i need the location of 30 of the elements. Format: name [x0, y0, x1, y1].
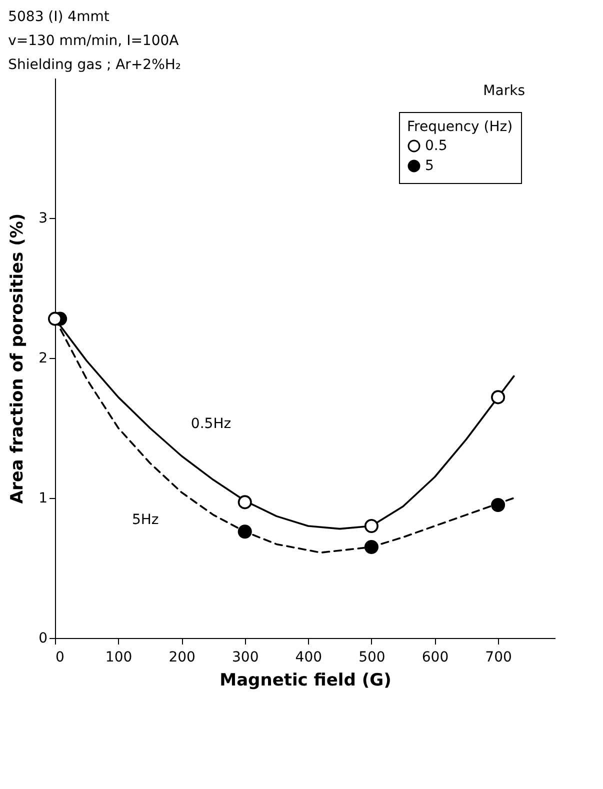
legend-title: Frequency (Hz)	[407, 119, 513, 135]
x-tick-label: 600	[422, 650, 449, 666]
y-tick-label: 1	[38, 490, 48, 506]
x-tick-label: 500	[358, 650, 386, 666]
x-tick-label: 200	[168, 650, 196, 666]
x-tick-label: 700	[485, 650, 512, 666]
text: 5083 (I) 4mmt	[8, 9, 110, 25]
y-axis-title: Area fraction of porosities (%)	[8, 213, 28, 504]
y-tick-label: 3	[38, 210, 48, 226]
annotation: 5Hz	[132, 512, 159, 528]
x-axis-title: Magnetic field (G)	[220, 670, 392, 690]
point	[364, 540, 378, 554]
point	[364, 518, 378, 534]
y-tick-label: 2	[38, 350, 48, 366]
y-tick-label: 0	[38, 630, 48, 646]
point	[491, 498, 506, 512]
point	[491, 390, 506, 404]
text: v=130 mm/min, I=100A	[8, 33, 180, 49]
x-tick-label: 400	[295, 650, 322, 666]
legend-label: 5	[425, 158, 434, 174]
x-tick-label: 300	[232, 650, 259, 666]
point	[238, 495, 252, 510]
annotation: 0.5Hz	[190, 416, 232, 432]
point	[48, 312, 62, 326]
legend-label: 0.5	[425, 138, 448, 154]
text: Shielding gas ; Ar+2%H₂	[8, 57, 182, 73]
point	[238, 524, 252, 539]
x-tick-label: 100	[105, 650, 132, 666]
annotation: Marks	[483, 83, 525, 99]
x-tick-label: 0	[56, 650, 64, 666]
